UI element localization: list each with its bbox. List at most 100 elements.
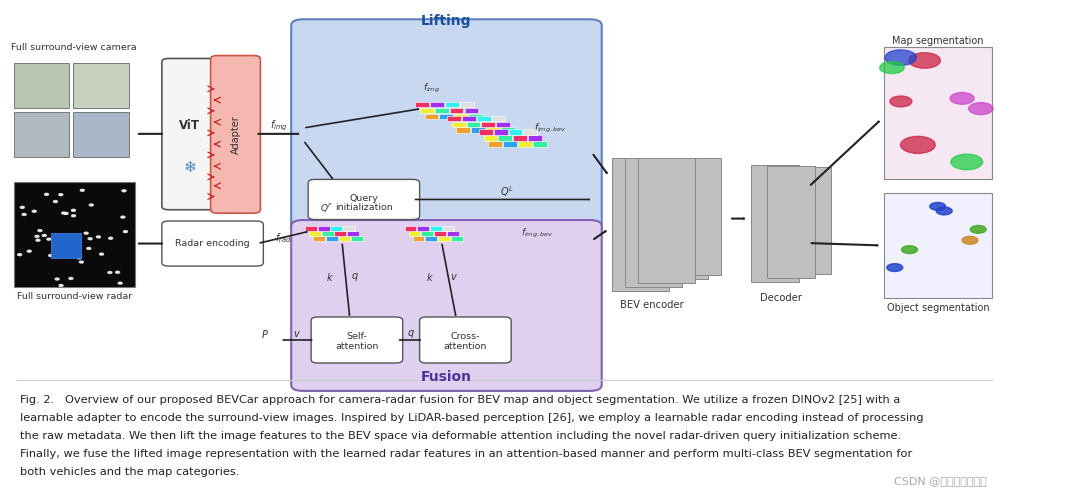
Text: $Q^L$: $Q^L$ xyxy=(500,184,514,199)
Text: Radar encoding: Radar encoding xyxy=(175,239,249,248)
Bar xyxy=(476,115,490,121)
Bar xyxy=(420,108,434,113)
Bar xyxy=(14,182,135,287)
Bar xyxy=(438,236,450,241)
Text: $f_{img,bev}$: $f_{img,bev}$ xyxy=(534,121,566,135)
Circle shape xyxy=(84,232,89,234)
FancyBboxPatch shape xyxy=(162,58,217,210)
Bar xyxy=(450,236,462,241)
Bar xyxy=(424,114,438,119)
Circle shape xyxy=(901,136,935,153)
Text: $Q^F$: $Q^F$ xyxy=(320,202,334,216)
Bar xyxy=(313,236,325,241)
Text: Map segmentation: Map segmentation xyxy=(892,36,984,46)
Circle shape xyxy=(950,154,983,170)
Circle shape xyxy=(36,239,40,241)
Circle shape xyxy=(99,253,104,255)
Circle shape xyxy=(950,92,974,104)
Bar xyxy=(445,102,459,108)
Text: ViT: ViT xyxy=(179,119,200,132)
Text: $v$: $v$ xyxy=(294,328,301,339)
Bar xyxy=(426,236,437,241)
Bar xyxy=(52,233,81,258)
Circle shape xyxy=(77,257,81,259)
Circle shape xyxy=(80,261,83,263)
Bar xyxy=(447,231,459,236)
Bar xyxy=(347,231,359,236)
Bar xyxy=(509,129,523,135)
Text: $q$: $q$ xyxy=(407,327,415,340)
Circle shape xyxy=(71,209,76,211)
Bar xyxy=(532,141,546,147)
Bar xyxy=(405,226,417,231)
Text: Finally, we fuse the lifted image representation with the learned radar features: Finally, we fuse the lifted image repres… xyxy=(19,449,912,459)
FancyBboxPatch shape xyxy=(211,55,260,213)
Bar xyxy=(471,127,485,133)
Bar xyxy=(413,236,424,241)
Circle shape xyxy=(59,284,63,286)
FancyBboxPatch shape xyxy=(420,317,511,363)
Bar xyxy=(430,226,442,231)
Bar xyxy=(443,226,455,231)
Circle shape xyxy=(38,230,42,232)
Circle shape xyxy=(936,207,953,215)
Bar xyxy=(783,166,831,274)
Bar xyxy=(451,121,465,127)
Circle shape xyxy=(17,254,22,256)
Bar xyxy=(513,135,527,141)
Circle shape xyxy=(90,204,93,206)
Text: $f_{img,bev}$: $f_{img,bev}$ xyxy=(521,227,553,240)
Circle shape xyxy=(969,103,994,114)
Text: $f_{img}$: $f_{img}$ xyxy=(270,118,288,133)
Bar xyxy=(455,114,469,119)
Bar xyxy=(491,115,505,121)
Bar xyxy=(415,102,429,108)
Text: $f_{rad}$: $f_{rad}$ xyxy=(275,231,292,245)
Bar xyxy=(624,159,683,287)
Text: Decoder: Decoder xyxy=(760,293,801,303)
Text: Fusion: Fusion xyxy=(421,370,472,383)
Text: Cross-: Cross- xyxy=(450,331,481,341)
Circle shape xyxy=(902,246,917,253)
FancyBboxPatch shape xyxy=(311,317,403,363)
Bar xyxy=(449,108,463,113)
Text: both vehicles and the map categories.: both vehicles and the map categories. xyxy=(19,467,239,477)
Text: $v$: $v$ xyxy=(450,273,458,282)
Bar xyxy=(650,159,708,279)
Bar xyxy=(440,114,454,119)
Bar xyxy=(351,236,363,241)
Text: CSDN @明初哈都能学会: CSDN @明初哈都能学会 xyxy=(894,476,987,487)
Text: Self-: Self- xyxy=(347,331,367,341)
Circle shape xyxy=(44,193,49,195)
Bar xyxy=(322,231,334,236)
Circle shape xyxy=(64,213,68,215)
Text: Full surround-view camera: Full surround-view camera xyxy=(12,43,137,52)
Bar xyxy=(499,135,512,141)
Bar xyxy=(408,231,420,236)
Bar xyxy=(73,63,129,109)
Bar xyxy=(318,226,329,231)
Circle shape xyxy=(62,212,66,214)
Text: $f_{img}$: $f_{img}$ xyxy=(422,82,440,95)
Bar xyxy=(488,141,502,147)
Circle shape xyxy=(59,242,64,244)
Bar xyxy=(503,141,517,147)
Circle shape xyxy=(35,235,39,237)
Bar xyxy=(469,114,483,119)
Bar xyxy=(330,226,342,231)
Bar xyxy=(447,115,461,121)
Circle shape xyxy=(27,250,31,252)
Circle shape xyxy=(880,61,904,74)
Circle shape xyxy=(116,272,120,273)
Bar xyxy=(73,112,129,158)
Bar xyxy=(309,231,321,236)
Circle shape xyxy=(970,225,986,233)
Text: attention: attention xyxy=(335,342,379,351)
Bar xyxy=(663,159,721,275)
Bar xyxy=(434,231,446,236)
Circle shape xyxy=(962,236,978,244)
Bar xyxy=(14,112,69,158)
Text: learnable adapter to encode the surround-view images. Inspired by LiDAR-based pe: learnable adapter to encode the surround… xyxy=(19,413,923,423)
Bar xyxy=(637,159,696,283)
Text: initialization: initialization xyxy=(335,203,393,212)
